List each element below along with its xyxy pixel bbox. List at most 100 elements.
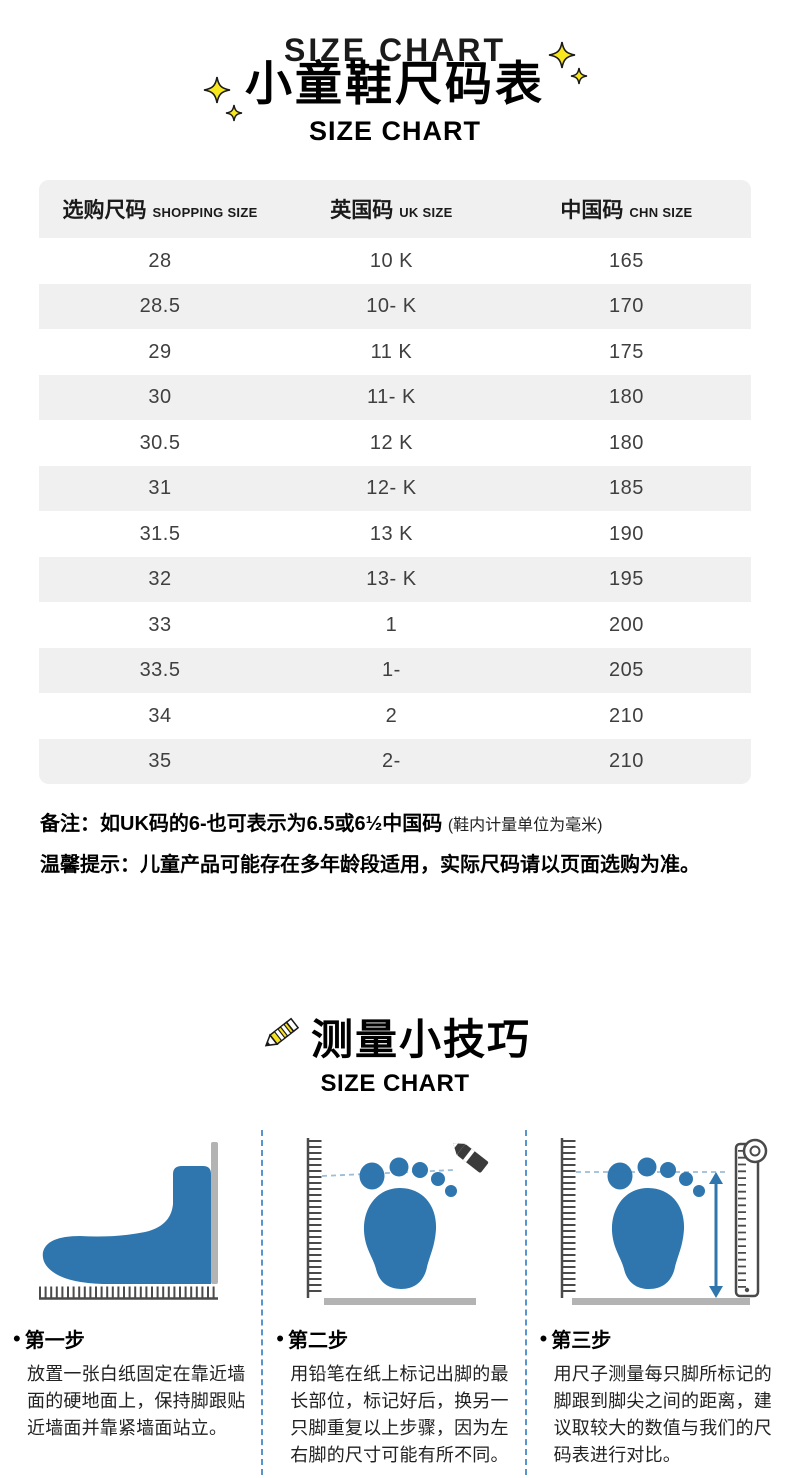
cell-uk-size: 13 K xyxy=(369,522,414,545)
bullet: • xyxy=(276,1325,284,1351)
footprint-sole xyxy=(363,1188,436,1290)
pencil-icon xyxy=(259,1013,301,1060)
measure-arrow-head-top xyxy=(709,1172,724,1185)
foot-profile xyxy=(42,1166,211,1285)
note-label: 温馨提示： xyxy=(40,854,140,877)
table-row: 34 2 210 xyxy=(39,693,751,739)
cell-chn-size: 180 xyxy=(608,386,644,409)
sparkle-icon xyxy=(545,40,591,103)
table-row: 33 1 200 xyxy=(39,602,751,648)
cell-chn-size: 165 xyxy=(608,249,644,272)
floor-bar xyxy=(323,1298,476,1306)
step-1-label-row: • 第一步 xyxy=(0,1324,261,1353)
cell-chn-size: 195 xyxy=(608,568,644,591)
header-zh: 选购尺码 xyxy=(62,199,147,223)
step-label: 第三步 xyxy=(551,1330,612,1353)
section-subtitle: SIZE CHART xyxy=(320,1070,470,1098)
step-3-label-row: • 第三步 xyxy=(527,1324,790,1353)
cell-chn-size: 180 xyxy=(608,431,644,454)
cell-shopping-size: 30 xyxy=(148,386,172,409)
cell-uk-size: 10- K xyxy=(366,295,417,318)
note-remark: 备注：如UK码的6-也可表示为6.5或6½中国码 (鞋内计量单位为毫米) xyxy=(40,811,750,837)
cell-uk-size: 2- xyxy=(382,750,401,773)
cell-uk-size: 12- K xyxy=(366,477,417,500)
cell-shopping-size: 33.5 xyxy=(139,659,181,682)
cell-chn-size: 210 xyxy=(608,750,644,773)
header-en: UK SIZE xyxy=(399,205,453,221)
cell-chn-size: 170 xyxy=(608,295,644,318)
footprint-toe xyxy=(679,1172,694,1187)
cell-chn-size: 200 xyxy=(608,613,644,636)
note-text: 儿童产品可能存在多年龄段适用，实际尺码请以页面选购为准。 xyxy=(140,854,700,877)
footprint-big-toe xyxy=(359,1162,385,1190)
step-1-text: 放置一张白纸固定在靠近墙面的硬地面上，保持脚跟贴近墙面并靠紧墙面站立。 xyxy=(27,1364,246,1439)
step-2-column: • 第二步 用铅笔在纸上标记出脚的最长部位，标记好后，换另一只脚重复以上步骤，因… xyxy=(263,1130,527,1476)
cell-uk-size: 2 xyxy=(385,704,398,727)
footprint-toe xyxy=(660,1162,677,1179)
step-3-column: • 第三步 用尺子测量每只脚所标记的脚跟到脚尖之间的距离，建议取较大的数值与我们… xyxy=(527,1130,790,1475)
measure-arrow-head-bottom xyxy=(709,1286,724,1299)
floor-bar xyxy=(572,1298,751,1306)
sparkle-icon xyxy=(203,75,249,138)
footprint-toe xyxy=(693,1185,706,1198)
measure-steps: • 第一步 放置一张白纸固定在靠近墙面的硬地面上，保持脚跟贴近墙面并靠紧墙面站立… xyxy=(0,1130,790,1476)
size-table: 选购尺码 SHOPPING SIZE 英国码 UK SIZE 中国码 CHN S… xyxy=(39,180,751,785)
table-row: 32 13- K 195 xyxy=(39,557,751,603)
cell-uk-size: 11 K xyxy=(370,340,413,363)
notes-block: 备注：如UK码的6-也可表示为6.5或6½中国码 (鞋内计量单位为毫米) 温馨提… xyxy=(40,811,750,878)
note-text: 如UK码的6-也可表示为6.5或6½中国码 xyxy=(100,813,448,836)
size-chart-header: 小童鞋尺码表 SIZE CHART xyxy=(0,41,790,147)
measure-tips-header: 测量小技巧 xyxy=(0,1006,790,1067)
note-warm-tip: 温馨提示：儿童产品可能存在多年龄段适用，实际尺码请以页面选购为准。 xyxy=(40,852,750,878)
footprint-sole xyxy=(612,1188,685,1290)
table-row: 28 10 K 165 xyxy=(39,238,751,284)
measure-foot-illustration xyxy=(527,1130,790,1310)
footprint-toe xyxy=(637,1157,657,1177)
footprint-toe xyxy=(411,1162,428,1179)
cell-shopping-size: 30.5 xyxy=(139,431,181,454)
footprint-big-toe xyxy=(607,1162,633,1190)
page-title: 小童鞋尺码表 xyxy=(245,57,545,110)
step-3-text: 用尺子测量每只脚所标记的脚跟到脚尖之间的距离，建议取较大的数值与我们的尺码表进行… xyxy=(553,1364,772,1466)
step-label: 第二步 xyxy=(288,1330,348,1353)
table-row: 31.5 13 K 190 xyxy=(39,511,751,557)
footprint-toe xyxy=(444,1185,457,1198)
cropped-previous-heading: SIZE CHART xyxy=(284,32,506,68)
footprint-toe xyxy=(430,1172,445,1187)
step-2-label-row: • 第二步 xyxy=(263,1324,524,1353)
cell-shopping-size: 34 xyxy=(148,704,172,727)
header-zh: 英国码 xyxy=(330,199,394,223)
table-row: 30 11- K 180 xyxy=(39,375,751,421)
cell-uk-size: 1 xyxy=(385,613,398,636)
note-label: 备注： xyxy=(40,813,100,836)
cell-shopping-size: 32 xyxy=(148,568,172,591)
step-1-column: • 第一步 放置一张白纸固定在靠近墙面的硬地面上，保持脚跟贴近墙面并靠紧墙面站立… xyxy=(0,1130,264,1476)
bullet: • xyxy=(13,1325,21,1351)
cell-chn-size: 205 xyxy=(608,659,644,682)
step-label: 第一步 xyxy=(24,1330,85,1353)
cell-uk-size: 11- K xyxy=(367,386,416,409)
column-header-chn-size: 中国码 CHN SIZE xyxy=(502,194,751,224)
cell-chn-size: 210 xyxy=(608,704,644,727)
cell-uk-size: 10 K xyxy=(369,249,414,272)
table-row: 29 11 K 175 xyxy=(39,329,751,375)
cell-shopping-size: 35 xyxy=(148,750,172,773)
wall-bar xyxy=(210,1142,218,1285)
table-row: 31 12- K 185 xyxy=(39,466,751,512)
pencil-icon xyxy=(453,1143,489,1173)
footprint-toe xyxy=(389,1157,409,1177)
column-header-shopping-size: 选购尺码 SHOPPING SIZE xyxy=(39,194,281,224)
cell-shopping-size: 28 xyxy=(148,249,172,272)
cell-shopping-size: 29 xyxy=(148,340,172,363)
cell-chn-size: 175 xyxy=(608,340,644,363)
cell-uk-size: 13- K xyxy=(366,568,417,591)
table-row: 30.5 12 K 180 xyxy=(39,420,751,466)
cell-uk-size: 1- xyxy=(382,659,401,682)
mark-foot-illustration xyxy=(263,1130,524,1310)
cell-chn-size: 185 xyxy=(608,477,644,500)
note-small-text: (鞋内计量单位为毫米) xyxy=(447,817,603,835)
header-en: CHN SIZE xyxy=(629,205,693,221)
table-header-row: 选购尺码 SHOPPING SIZE 英国码 UK SIZE 中国码 CHN S… xyxy=(39,180,751,239)
column-header-uk-size: 英国码 UK SIZE xyxy=(281,194,502,224)
cell-shopping-size: 31.5 xyxy=(139,522,181,545)
